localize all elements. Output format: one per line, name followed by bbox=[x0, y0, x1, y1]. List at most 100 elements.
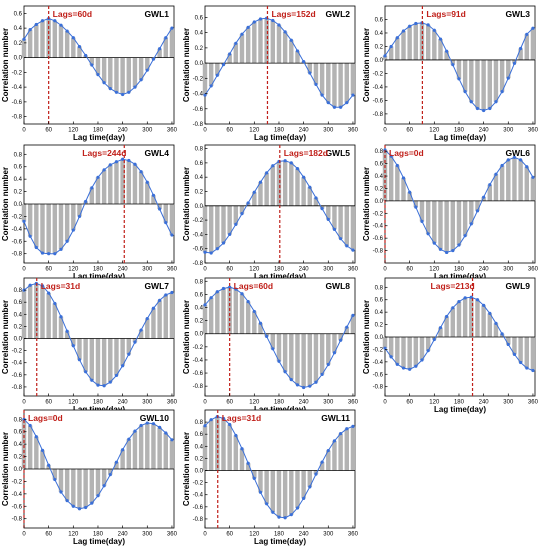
point-20 bbox=[506, 76, 510, 80]
point-7 bbox=[246, 300, 250, 304]
bar-17 bbox=[487, 184, 493, 201]
point-8 bbox=[71, 228, 75, 232]
panel-gwl1: 0 60 120 180 240 300 360 -0.8 -0.6 -0.4 -0.2 0.0 0.2… bbox=[1, 5, 178, 142]
x-tick-label: 240 bbox=[118, 400, 129, 406]
point-7 bbox=[426, 232, 430, 236]
bar-11 bbox=[450, 307, 456, 337]
y-tick-label: -0.4 bbox=[373, 85, 384, 91]
y-tick-label: 0.6 bbox=[195, 432, 204, 438]
panel-gwl6: 0 60 120 180 240 300 360 -0.8 -0.6 -0.4 -0.2 0.0 0.2… bbox=[362, 144, 538, 281]
point-3 bbox=[221, 241, 226, 245]
point-16 bbox=[482, 108, 486, 113]
y-tick-label: 0.4 bbox=[14, 442, 23, 448]
y-tick-label: -0.2 bbox=[373, 347, 384, 353]
point-16 bbox=[121, 364, 125, 368]
point-3 bbox=[401, 366, 406, 370]
x-tick-label: 360 bbox=[167, 532, 178, 538]
point-14 bbox=[289, 161, 293, 165]
x-axis-label: Lag time(day) bbox=[73, 405, 125, 414]
bar-12 bbox=[276, 25, 282, 64]
bar-3 bbox=[401, 177, 406, 201]
bar-12 bbox=[95, 469, 101, 496]
point-5 bbox=[234, 433, 238, 438]
point-20 bbox=[145, 68, 149, 72]
x-tick-label: 240 bbox=[299, 532, 310, 538]
point-7 bbox=[65, 239, 69, 243]
bar-14 bbox=[108, 164, 113, 204]
point-10 bbox=[265, 502, 269, 506]
point-19 bbox=[500, 163, 504, 168]
bar-22 bbox=[338, 205, 343, 239]
point-7 bbox=[65, 329, 69, 333]
y-axis-label: Correlation number bbox=[1, 300, 10, 374]
bar-6 bbox=[239, 205, 245, 214]
point-24 bbox=[170, 26, 174, 30]
point-15 bbox=[295, 49, 300, 53]
panel-title: GWL4 bbox=[144, 148, 169, 158]
point-15 bbox=[295, 167, 300, 171]
point-13 bbox=[102, 81, 106, 85]
bar-6 bbox=[239, 34, 245, 64]
point-23 bbox=[525, 32, 529, 36]
point-1 bbox=[209, 296, 213, 300]
point-4 bbox=[228, 285, 232, 289]
bar-3 bbox=[221, 418, 226, 471]
bar-18 bbox=[313, 333, 319, 383]
x-tick-label: 240 bbox=[118, 532, 129, 538]
bar-7 bbox=[425, 337, 431, 351]
bar-1 bbox=[27, 29, 33, 58]
bar-0 bbox=[202, 63, 208, 96]
point-18 bbox=[133, 85, 137, 89]
bar-23 bbox=[524, 337, 529, 369]
lag-label: Lags=182d bbox=[284, 148, 328, 158]
bar-13 bbox=[282, 160, 288, 206]
bar-21 bbox=[151, 195, 156, 204]
bar-14 bbox=[108, 57, 113, 89]
point-17 bbox=[308, 384, 312, 388]
point-13 bbox=[283, 370, 287, 374]
x-tick-label: 120 bbox=[429, 267, 440, 273]
x-tick-label: 60 bbox=[226, 400, 233, 406]
point-13 bbox=[283, 30, 287, 34]
y-tick-label: 0.6 bbox=[195, 292, 204, 298]
point-15 bbox=[475, 209, 480, 213]
bar-16 bbox=[481, 305, 486, 337]
panel-title: GWL3 bbox=[505, 9, 530, 19]
y-tick-label: 0.2 bbox=[375, 44, 384, 50]
x-tick-label: 360 bbox=[348, 532, 359, 538]
bar-13 bbox=[101, 338, 107, 386]
x-tick-label: 0 bbox=[383, 400, 387, 406]
bar-4 bbox=[227, 424, 232, 471]
point-11 bbox=[271, 164, 275, 168]
y-tick-label: -0.6 bbox=[12, 504, 23, 510]
x-axis-label: Lag time(day) bbox=[254, 133, 306, 142]
point-16 bbox=[482, 195, 486, 199]
y-tick-label: -0.8 bbox=[373, 385, 384, 391]
point-17 bbox=[308, 485, 312, 489]
point-15 bbox=[295, 506, 300, 510]
point-5 bbox=[234, 222, 238, 226]
point-20 bbox=[326, 362, 330, 367]
y-tick-label: -0.6 bbox=[193, 107, 204, 113]
point-2 bbox=[34, 435, 38, 439]
bar-18 bbox=[313, 63, 319, 85]
x-tick-label: 120 bbox=[68, 532, 79, 538]
point-2 bbox=[34, 245, 38, 250]
point-15 bbox=[114, 373, 119, 378]
bar-0 bbox=[21, 204, 27, 222]
point-18 bbox=[494, 321, 498, 325]
point-18 bbox=[133, 162, 137, 166]
bar-20 bbox=[145, 182, 150, 204]
bar-24 bbox=[169, 439, 175, 469]
point-22 bbox=[158, 298, 162, 302]
bar-5 bbox=[52, 20, 58, 58]
point-17 bbox=[488, 183, 492, 187]
y-tick-label: 0.8 bbox=[375, 285, 384, 291]
bar-4 bbox=[46, 465, 51, 469]
y-tick-label: 0.2 bbox=[195, 189, 204, 195]
bar-6 bbox=[239, 448, 245, 471]
bar-17 bbox=[126, 439, 132, 469]
y-tick-label: 0.6 bbox=[14, 165, 23, 171]
bar-0 bbox=[382, 55, 388, 60]
point-4 bbox=[408, 24, 412, 28]
